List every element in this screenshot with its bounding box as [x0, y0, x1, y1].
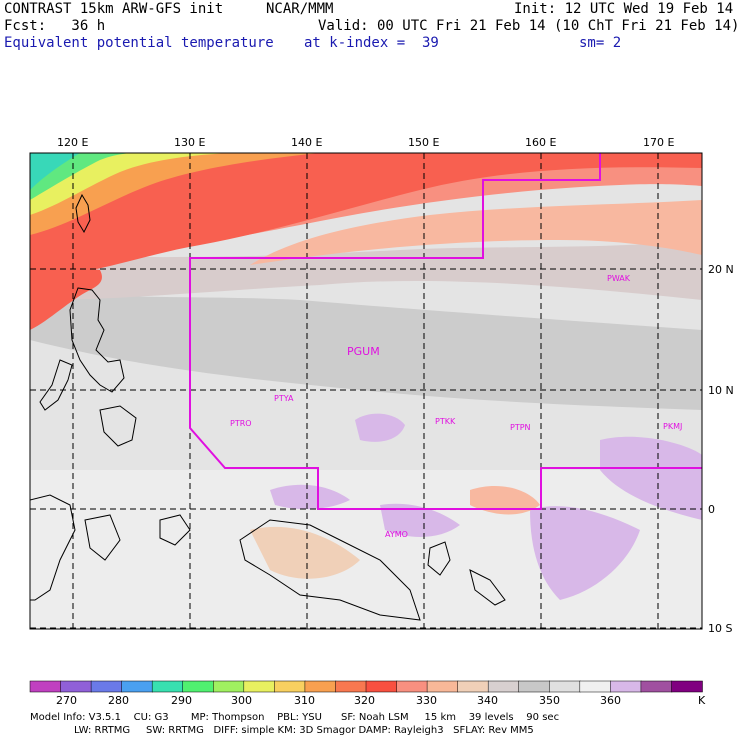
legend-swatch — [426, 680, 459, 693]
legend-swatch — [335, 680, 367, 693]
legend-swatch — [90, 680, 123, 693]
legend-swatch — [549, 680, 581, 693]
lat-label: 10 S — [708, 622, 732, 635]
legend-swatch — [151, 680, 184, 693]
color-legend-bar — [29, 680, 703, 693]
legend-label: 320 — [354, 694, 375, 707]
legend-swatch — [457, 680, 489, 693]
legend-swatch — [640, 680, 673, 693]
legend-swatch — [610, 680, 642, 693]
legend-label: 340 — [477, 694, 498, 707]
legend-label: 360 — [600, 694, 621, 707]
field-name: Equivalent potential temperature — [4, 35, 274, 51]
legend-swatch — [304, 680, 337, 693]
legend-swatch — [243, 680, 276, 693]
station-labels: PWAK PGUM PTYA PTRO PTKK PTPN PKMJ AYMO — [230, 274, 682, 539]
lon-label: 120 E — [57, 136, 88, 149]
model-title: CONTRAST 15km ARW-GFS init — [4, 1, 224, 17]
lon-label: 130 E — [174, 136, 205, 149]
forecast-hour: Fcst: 36 h — [4, 18, 106, 34]
map-frame — [29, 152, 703, 630]
valid-time: Valid: 00 UTC Fri 21 Feb 14 (10 ChT Fri … — [318, 18, 740, 34]
lon-label: 150 E — [408, 136, 439, 149]
station-pgum: PGUM — [347, 345, 380, 358]
legend-swatch — [671, 680, 703, 693]
legend-swatch — [182, 680, 215, 693]
legend-swatch — [274, 680, 306, 693]
legend-label: 350 — [539, 694, 560, 707]
lat-label: 0 — [708, 503, 715, 516]
legend-swatch — [121, 680, 153, 693]
legend-swatch — [60, 680, 92, 693]
theta-e-field — [30, 153, 702, 629]
region-boundary — [189, 153, 702, 510]
org-label: NCAR/MMM — [266, 1, 334, 17]
legend-swatch — [365, 680, 398, 693]
legend-label: 300 — [231, 694, 252, 707]
station-aymo: AYMO — [385, 530, 408, 539]
legend-label: 290 — [171, 694, 192, 707]
legend-label: 280 — [108, 694, 129, 707]
lat-label: 10 N — [708, 384, 734, 397]
lon-label: 160 E — [525, 136, 556, 149]
lon-labels: 120 E 130 E 140 E 150 E 160 E 170 E — [57, 136, 674, 149]
legend-swatch — [396, 680, 428, 693]
model-info-line2: LW: RRTMG SW: RRTMG DIFF: simple KM: 3D … — [74, 725, 534, 736]
lat-labels: 20 N 10 N 0 10 S — [708, 263, 734, 635]
station-ptya: PTYA — [274, 394, 294, 403]
smoothing-info: sm= 2 — [579, 35, 622, 51]
station-ptkk: PTKK — [435, 417, 456, 426]
model-info-line1: Model Info: V3.5.1 CU: G3 MP: Thompson P… — [30, 712, 560, 723]
lon-label: 140 E — [291, 136, 322, 149]
lat-label: 20 N — [708, 263, 734, 276]
legend-swatch — [518, 680, 551, 693]
legend-swatch — [29, 680, 62, 693]
station-ptro: PTRO — [230, 419, 252, 428]
legend-swatch — [213, 680, 245, 693]
legend-swatch — [487, 680, 520, 693]
level-info: at k-index = 39 — [304, 35, 439, 51]
legend-label: 310 — [294, 694, 315, 707]
legend-swatch — [579, 680, 612, 693]
station-pkmj: PKMJ — [663, 422, 682, 431]
station-pwak: PWAK — [607, 274, 631, 283]
legend-label: 270 — [56, 694, 77, 707]
init-time: Init: 12 UTC Wed 19 Feb 14 — [514, 1, 734, 17]
station-ptpn: PTPN — [510, 423, 531, 432]
coastlines — [30, 193, 506, 621]
legend-unit: K — [698, 694, 706, 707]
legend-label: 330 — [416, 694, 437, 707]
lon-label: 170 E — [643, 136, 674, 149]
